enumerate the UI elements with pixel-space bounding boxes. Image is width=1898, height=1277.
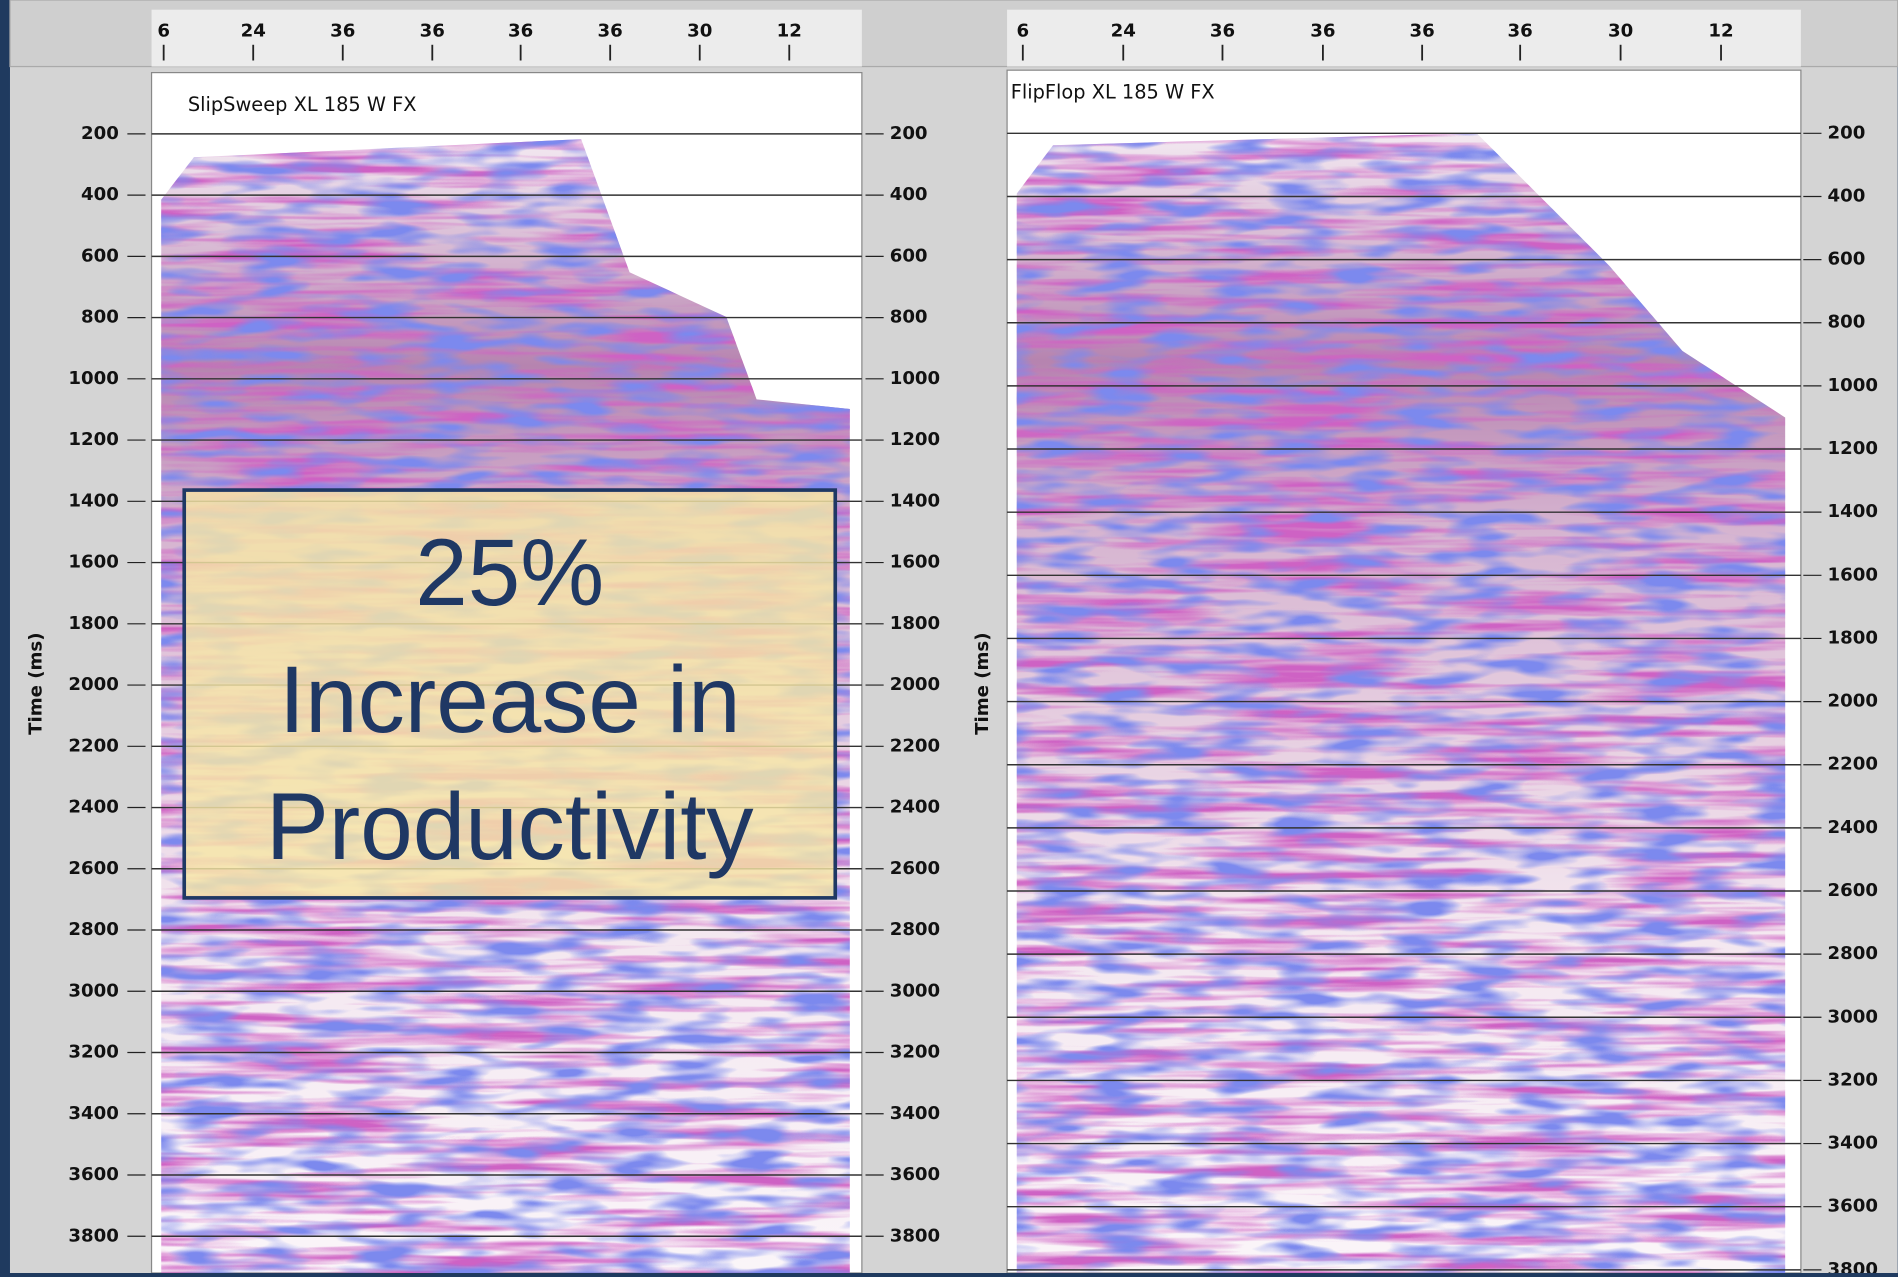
trace-label: 36 <box>598 20 623 41</box>
trace-label: 36 <box>1310 20 1335 41</box>
y-tick-label: 3200 <box>1828 1069 1879 1090</box>
y-tick-label: 1200 <box>68 429 119 450</box>
y-tick-label: 400 <box>890 184 928 205</box>
y-tick-label: 1200 <box>1828 438 1879 459</box>
overlay-text: 25% <box>415 521 604 626</box>
y-tick-label: 600 <box>81 245 119 266</box>
y-tick-label: 1600 <box>1828 564 1879 585</box>
y-tick-label: 3600 <box>1828 1196 1879 1217</box>
trace-label: 36 <box>1210 20 1235 41</box>
y-tick-label: 800 <box>890 307 928 328</box>
trace-label: 24 <box>241 20 266 41</box>
y-tick-label: 1800 <box>890 613 941 634</box>
trace-label: 12 <box>1708 20 1733 41</box>
y-tick-label: 400 <box>81 184 119 205</box>
y-tick-label: 3800 <box>890 1225 941 1246</box>
trace-label: 36 <box>1508 20 1533 41</box>
y-tick-label: 2200 <box>68 735 119 756</box>
y-tick-label: 3000 <box>890 980 941 1001</box>
y-tick-label: 2800 <box>890 919 941 940</box>
y-tick-label: 1000 <box>890 368 941 389</box>
y-tick-label: 3600 <box>890 1164 941 1185</box>
y-tick-label: 2400 <box>1828 817 1879 838</box>
y-tick-label: 1400 <box>890 490 941 511</box>
trace-label: 36 <box>330 20 355 41</box>
y-tick-label: 1000 <box>1828 375 1879 396</box>
trace-label: 30 <box>687 20 712 41</box>
overlay-rect <box>182 488 838 900</box>
panel-title: FlipFlop XL 185 W FX <box>1011 81 1215 104</box>
y-tick-label: 1600 <box>68 552 119 573</box>
trace-label: 36 <box>508 20 533 41</box>
y-tick-label: 3200 <box>68 1042 119 1063</box>
trace-label: 36 <box>1410 20 1435 41</box>
overlay-box: 25% Increase in Productivity <box>182 488 838 900</box>
y-tick-label: 3800 <box>68 1225 119 1246</box>
y-tick-label: 600 <box>890 245 928 266</box>
trace-label: 30 <box>1608 20 1633 41</box>
overlay-text: Productivity <box>266 775 754 880</box>
y-tick-label: 1800 <box>68 613 119 634</box>
y-tick-label: 3400 <box>68 1103 119 1124</box>
trace-label: 6 <box>1017 20 1030 41</box>
y-tick-label: 800 <box>81 307 119 328</box>
y-tick-label: 2000 <box>68 674 119 695</box>
y-tick-label: 200 <box>81 123 119 144</box>
trace-header <box>1007 9 1801 67</box>
y-tick-label: 1400 <box>68 490 119 511</box>
trace-label: 36 <box>420 20 445 41</box>
y-tick-label: 400 <box>1828 185 1866 206</box>
y-tick-label: 200 <box>890 123 928 144</box>
y-tick-label: 3600 <box>68 1164 119 1185</box>
y-tick-label: 1200 <box>890 429 941 450</box>
trace-label: 12 <box>777 20 802 41</box>
y-tick-label: 800 <box>1828 312 1866 333</box>
y-tick-label: 3400 <box>890 1103 941 1124</box>
y-tick-label: 2000 <box>890 674 941 695</box>
y-tick-label: 2000 <box>1828 691 1879 712</box>
y-tick-label: 2800 <box>68 919 119 940</box>
y-tick-label: 200 <box>1828 122 1866 143</box>
y-tick-label: 2200 <box>890 735 941 756</box>
y-tick-label: 2600 <box>68 858 119 879</box>
trace-label: 6 <box>157 20 170 41</box>
y-tick-label: 2600 <box>890 858 941 879</box>
y-tick-label: 600 <box>1828 249 1866 270</box>
y-tick-label: 1000 <box>68 368 119 389</box>
y-tick-label: 3200 <box>890 1042 941 1063</box>
y-tick-label: 1600 <box>890 552 941 573</box>
trace-label: 24 <box>1111 20 1136 41</box>
y-tick-label: 1800 <box>1828 627 1879 648</box>
y-tick-label: 3800 <box>1828 1259 1879 1273</box>
y-tick-label: 3000 <box>1828 1006 1879 1027</box>
y-axis-label: Time (ms) <box>26 632 47 734</box>
y-tick-label: 2400 <box>68 797 119 818</box>
y-tick-label: 3000 <box>68 980 119 1001</box>
y-tick-label: 2400 <box>890 797 941 818</box>
panel-title: SlipSweep XL 185 W FX <box>188 93 417 116</box>
trace-header <box>151 9 862 67</box>
y-axis-label: Time (ms) <box>972 632 993 734</box>
y-tick-label: 2800 <box>1828 943 1879 964</box>
overlay-text: Increase in <box>279 648 741 753</box>
y-tick-label: 2600 <box>1828 880 1879 901</box>
y-tick-label: 3400 <box>1828 1133 1879 1154</box>
y-tick-label: 2200 <box>1828 754 1879 775</box>
seismic-texture <box>1016 133 1786 1273</box>
y-tick-label: 1400 <box>1828 501 1879 522</box>
